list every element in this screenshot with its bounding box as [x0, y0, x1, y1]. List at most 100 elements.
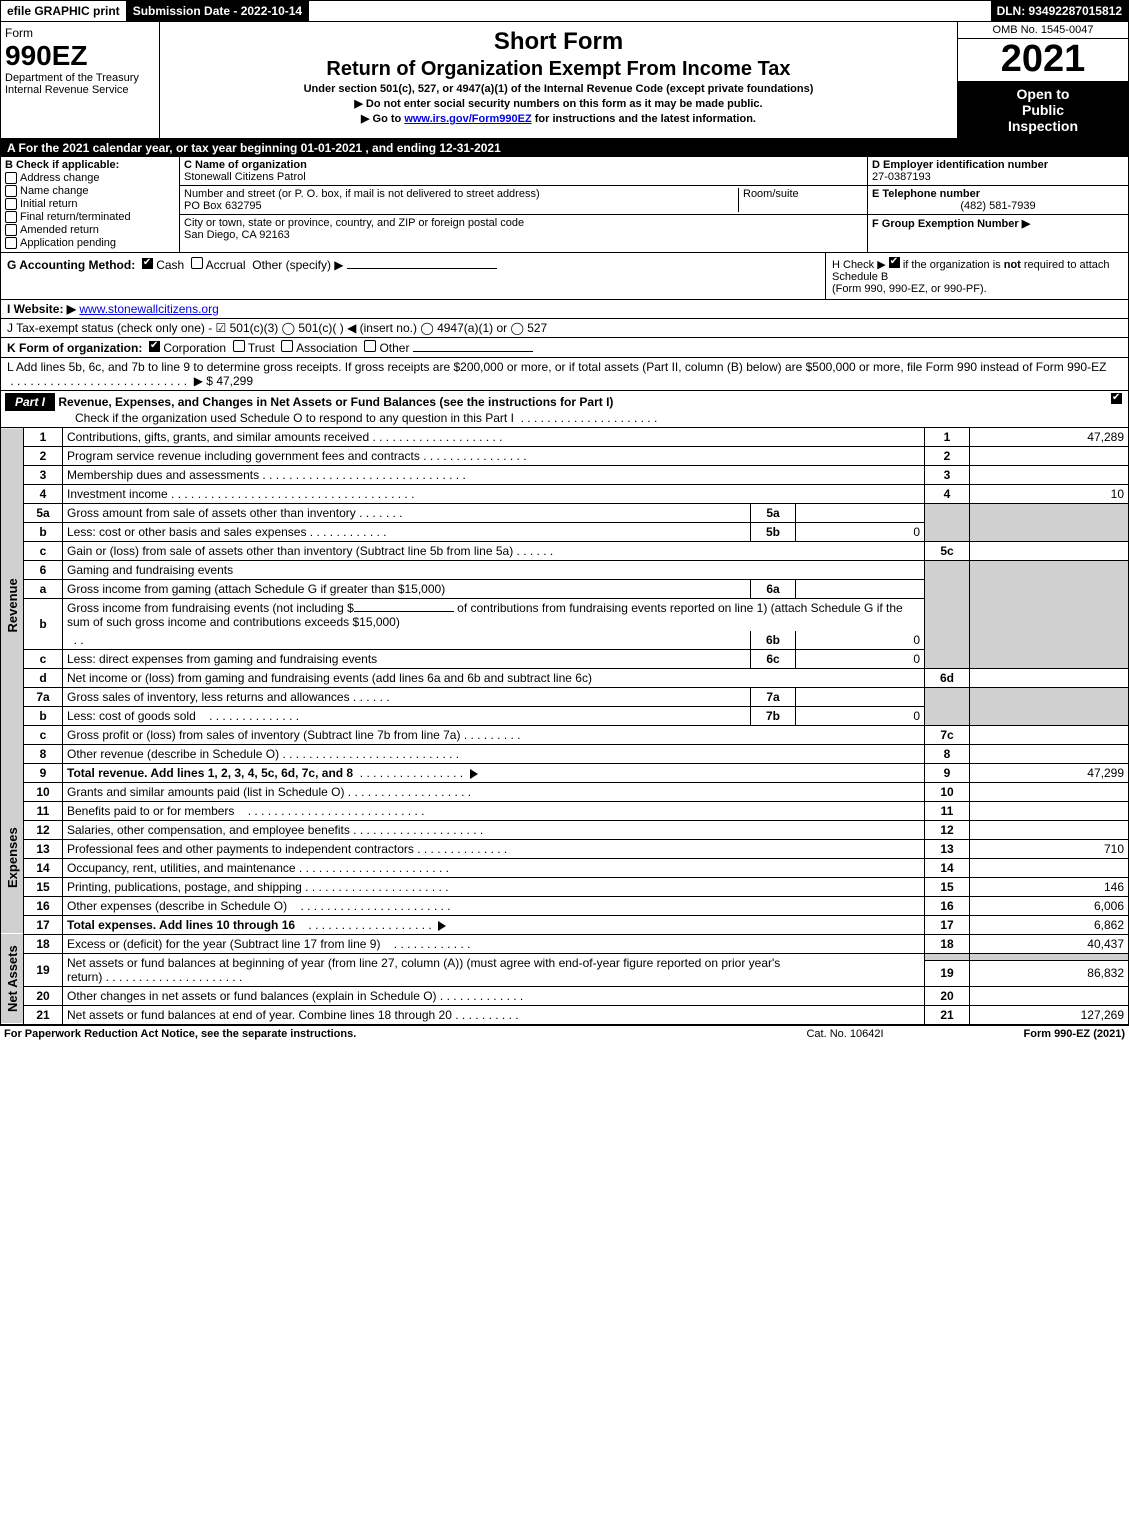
addr-label: Number and street (or P. O. box, if mail… [184, 188, 540, 200]
line-6: 6 Gaming and fundraising events [1, 560, 1129, 579]
val-15: 146 [970, 877, 1129, 896]
org-name: Stonewall Citizens Patrol [184, 171, 306, 183]
assoc-checkbox[interactable] [281, 340, 293, 352]
accounting-label: G Accounting Method: [7, 258, 135, 272]
website-label: I Website: ▶ [7, 302, 76, 316]
val-20 [970, 986, 1129, 1005]
footer-center: Cat. No. 10642I [745, 1028, 945, 1040]
part-1-subtitle: Check if the organization used Schedule … [5, 411, 514, 425]
box-l-val: 47,299 [216, 374, 253, 388]
val-1: 47,289 [970, 428, 1129, 447]
footer-right: Form 990-EZ (2021) [945, 1028, 1125, 1040]
accrual-label: Accrual [206, 258, 246, 272]
irs-gov-link[interactable]: www.irs.gov/Form990EZ [404, 113, 531, 125]
short-form-title: Short Form [164, 28, 953, 56]
box-def: D Employer identification number 27-0387… [867, 157, 1128, 252]
chk-amended-return[interactable]: Amended return [5, 224, 175, 236]
ein-value: 27-0387193 [872, 171, 931, 183]
box-l-arrow: ▶ $ [194, 374, 213, 388]
val-19: 86,832 [970, 960, 1129, 986]
city-block: City or town, state or province, country… [180, 215, 867, 243]
box-bcdef: B Check if applicable: Address change Na… [0, 157, 1129, 253]
line-20: 20 Other changes in net assets or fund b… [1, 986, 1129, 1005]
line-13: 13 Professional fees and other payments … [1, 839, 1129, 858]
chk-name-change[interactable]: Name change [5, 185, 175, 197]
subtitle-3-pre: ▶ Go to [361, 113, 404, 125]
assoc-label: Association [296, 341, 357, 355]
h-text4: (Form 990, 990-EZ, or 990-PF). [832, 283, 987, 295]
inspect-3: Inspection [960, 118, 1126, 134]
ein-label: D Employer identification number [872, 159, 1048, 171]
form-number: 990EZ [5, 40, 155, 72]
chk-final-return[interactable]: Final return/terminated [5, 211, 175, 223]
line-15: 15 Printing, publications, postage, and … [1, 877, 1129, 896]
schedule-o-checkbox[interactable] [1111, 393, 1122, 404]
line-4: 4 Investment income . . . . . . . . . . … [1, 484, 1129, 503]
accrual-checkbox[interactable] [191, 257, 203, 269]
trust-checkbox[interactable] [233, 340, 245, 352]
box-b: B Check if applicable: Address change Na… [1, 157, 180, 252]
val-11 [970, 801, 1129, 820]
h-text1: H Check ▶ [832, 259, 889, 271]
line-1: Revenue 1 Contributions, gifts, grants, … [1, 428, 1129, 447]
city-value: San Diego, CA 92163 [184, 229, 290, 241]
inspect-1: Open to [960, 86, 1126, 102]
other-specify-input[interactable] [347, 268, 497, 269]
header-center: Short Form Return of Organization Exempt… [160, 22, 957, 138]
other-org-label: Other [379, 341, 409, 355]
footer: For Paperwork Reduction Act Notice, see … [0, 1025, 1129, 1042]
corp-checkbox[interactable] [149, 341, 160, 352]
line-2: 2 Program service revenue including gove… [1, 446, 1129, 465]
box-d: D Employer identification number 27-0387… [868, 157, 1128, 186]
efile-print[interactable]: efile GRAPHIC print [1, 1, 127, 21]
h-text2: if the organization is [900, 259, 1004, 271]
chk-address-change[interactable]: Address change [5, 172, 175, 184]
revenue-label: Revenue [1, 428, 24, 783]
org-name-block: C Name of organization Stonewall Citizen… [180, 157, 867, 186]
website-link[interactable]: www.stonewallcitizens.org [79, 302, 218, 316]
org-name-label: C Name of organization [184, 159, 307, 171]
phone-value: (482) 581-7939 [872, 200, 1124, 212]
line-7c: c Gross profit or (loss) from sales of i… [1, 725, 1129, 744]
val-21: 127,269 [970, 1005, 1129, 1024]
header-left: Form 990EZ Department of the Treasury In… [1, 22, 160, 138]
spacer [309, 1, 990, 21]
part-1-header: Part I Revenue, Expenses, and Changes in… [0, 391, 1129, 428]
line-19-text: 19 Net assets or fund balances at beginn… [1, 953, 1129, 960]
line-3: 3 Membership dues and assessments . . . … [1, 465, 1129, 484]
chk-application-pending[interactable]: Application pending [5, 237, 175, 249]
other-org-checkbox[interactable] [364, 340, 376, 352]
val-7b: 0 [796, 706, 925, 725]
cash-checkbox[interactable] [142, 258, 153, 269]
chk-initial-return[interactable]: Initial return [5, 198, 175, 210]
header-right: OMB No. 1545-0047 2021 Open to Public In… [957, 22, 1128, 138]
arrow-icon [438, 921, 446, 931]
fundraising-amount-input[interactable] [354, 611, 454, 612]
line-12: 12 Salaries, other compensation, and emp… [1, 820, 1129, 839]
subtitle-3-post: for instructions and the latest informat… [532, 113, 756, 125]
line-21: 21 Net assets or fund balances at end of… [1, 1005, 1129, 1024]
box-i: I Website: ▶ www.stonewallcitizens.org [0, 300, 1129, 319]
h-not: not [1004, 259, 1021, 271]
top-bar: efile GRAPHIC print Submission Date - 20… [0, 0, 1129, 22]
expenses-label: Expenses [1, 782, 24, 934]
line-10: Expenses 10 Grants and similar amounts p… [1, 782, 1129, 801]
line-16: 16 Other expenses (describe in Schedule … [1, 896, 1129, 915]
corp-label: Corporation [163, 341, 226, 355]
val-8 [970, 744, 1129, 763]
line-7a: 7a Gross sales of inventory, less return… [1, 687, 1129, 706]
h-checkbox[interactable] [889, 257, 900, 268]
group-exemption-label: F Group Exemption Number ▶ [872, 218, 1030, 230]
addr-block: Number and street (or P. O. box, if mail… [180, 186, 867, 215]
tax-exempt-status: J Tax-exempt status (check only one) - ☑… [7, 321, 547, 335]
line-9: 9 Total revenue. Add lines 1, 2, 3, 4, 5… [1, 763, 1129, 782]
val-4: 10 [970, 484, 1129, 503]
line-5c: c Gain or (loss) from sale of assets oth… [1, 541, 1129, 560]
val-14 [970, 858, 1129, 877]
val-16: 6,006 [970, 896, 1129, 915]
trust-label: Trust [248, 341, 275, 355]
tax-year: 2021 [958, 39, 1128, 82]
val-10 [970, 782, 1129, 801]
other-org-input[interactable] [413, 351, 533, 352]
open-inspection: Open to Public Inspection [958, 82, 1128, 138]
